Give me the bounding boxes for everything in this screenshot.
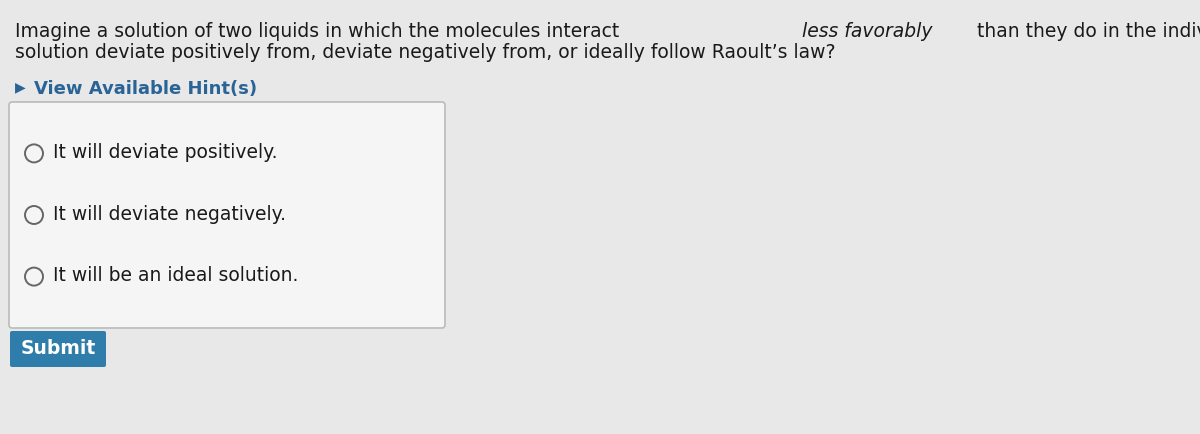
Text: Submit: Submit — [20, 339, 96, 358]
Text: It will deviate positively.: It will deviate positively. — [53, 143, 277, 162]
Text: solution deviate positively from, deviate negatively from, or ideally follow Rao: solution deviate positively from, deviat… — [14, 43, 835, 62]
Text: It will be an ideal solution.: It will be an ideal solution. — [53, 266, 299, 285]
Text: Imagine a solution of two liquids in which the molecules interact: Imagine a solution of two liquids in whi… — [14, 22, 625, 41]
FancyBboxPatch shape — [10, 331, 106, 367]
Text: than they do in the individual liquids. Will this: than they do in the individual liquids. … — [971, 22, 1200, 41]
Text: It will deviate negatively.: It will deviate negatively. — [53, 204, 286, 224]
Text: less favorably: less favorably — [803, 22, 932, 41]
FancyBboxPatch shape — [10, 102, 445, 328]
Text: View Available Hint(s): View Available Hint(s) — [34, 80, 257, 98]
Text: ▶: ▶ — [14, 80, 25, 94]
